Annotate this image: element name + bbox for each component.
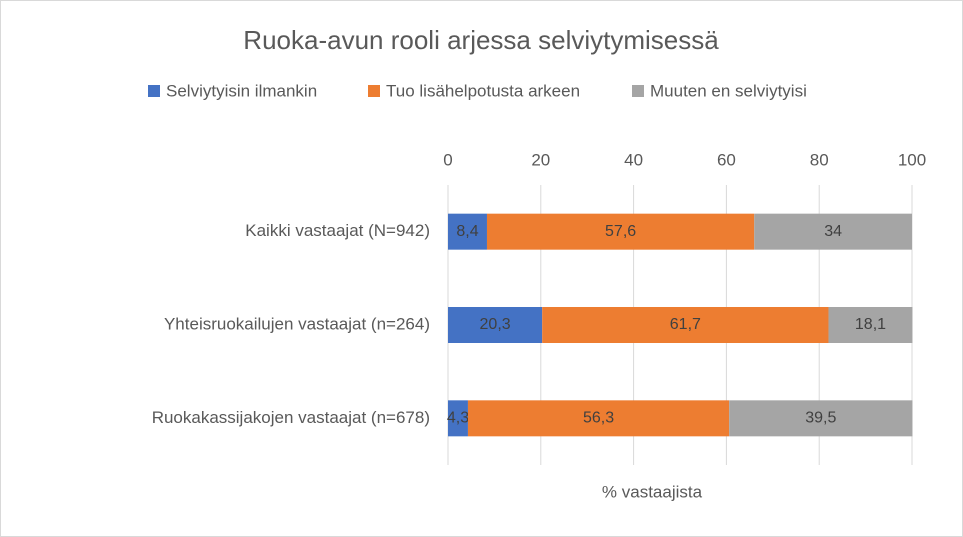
- bar-segment: [754, 213, 912, 250]
- x-tick-label: 0: [443, 150, 452, 169]
- x-axis-label: % vastaajista: [602, 482, 703, 501]
- data-label: 8,4: [456, 223, 478, 240]
- y-tick-label: Yhteisruokailujen vastaajat (n=264): [164, 314, 430, 333]
- data-label: 57,6: [605, 223, 636, 240]
- data-label: 20,3: [480, 316, 511, 333]
- x-tick-label: 100: [898, 150, 926, 169]
- x-tick-label: 20: [531, 150, 550, 169]
- legend-swatch: [632, 85, 644, 97]
- data-label: 56,3: [583, 410, 614, 427]
- bar-segment: [828, 307, 913, 343]
- bar-segment: [448, 307, 543, 343]
- bar-segment: [542, 307, 829, 343]
- x-tick-label: 60: [717, 150, 736, 169]
- x-tick-label: 80: [810, 150, 829, 169]
- data-label: 18,1: [855, 316, 886, 333]
- legend-swatch: [148, 85, 160, 97]
- bar-segment: [486, 213, 755, 250]
- bar-segment: [467, 400, 730, 437]
- legend-label: Muuten en selviytyisi: [650, 81, 807, 100]
- bar-segment: [448, 400, 468, 437]
- data-label: 34: [824, 223, 842, 240]
- legend-label: Selviytyisin ilmankin: [166, 81, 317, 100]
- chart-title: Ruoka-avun rooli arjessa selviytymisessä: [243, 25, 719, 55]
- y-tick-label: Kaikki vastaajat (N=942): [245, 221, 430, 240]
- legend-label: Tuo lisähelpotusta arkeen: [386, 81, 580, 100]
- bar-segment: [729, 400, 913, 437]
- bar-segment: [448, 213, 487, 250]
- data-label: 61,7: [670, 316, 701, 333]
- data-label: 39,5: [805, 410, 836, 427]
- data-label: 4,3: [447, 410, 469, 427]
- y-tick-label: Ruokakassijakojen vastaajat (n=678): [152, 408, 430, 427]
- legend-swatch: [368, 85, 380, 97]
- x-tick-label: 40: [624, 150, 643, 169]
